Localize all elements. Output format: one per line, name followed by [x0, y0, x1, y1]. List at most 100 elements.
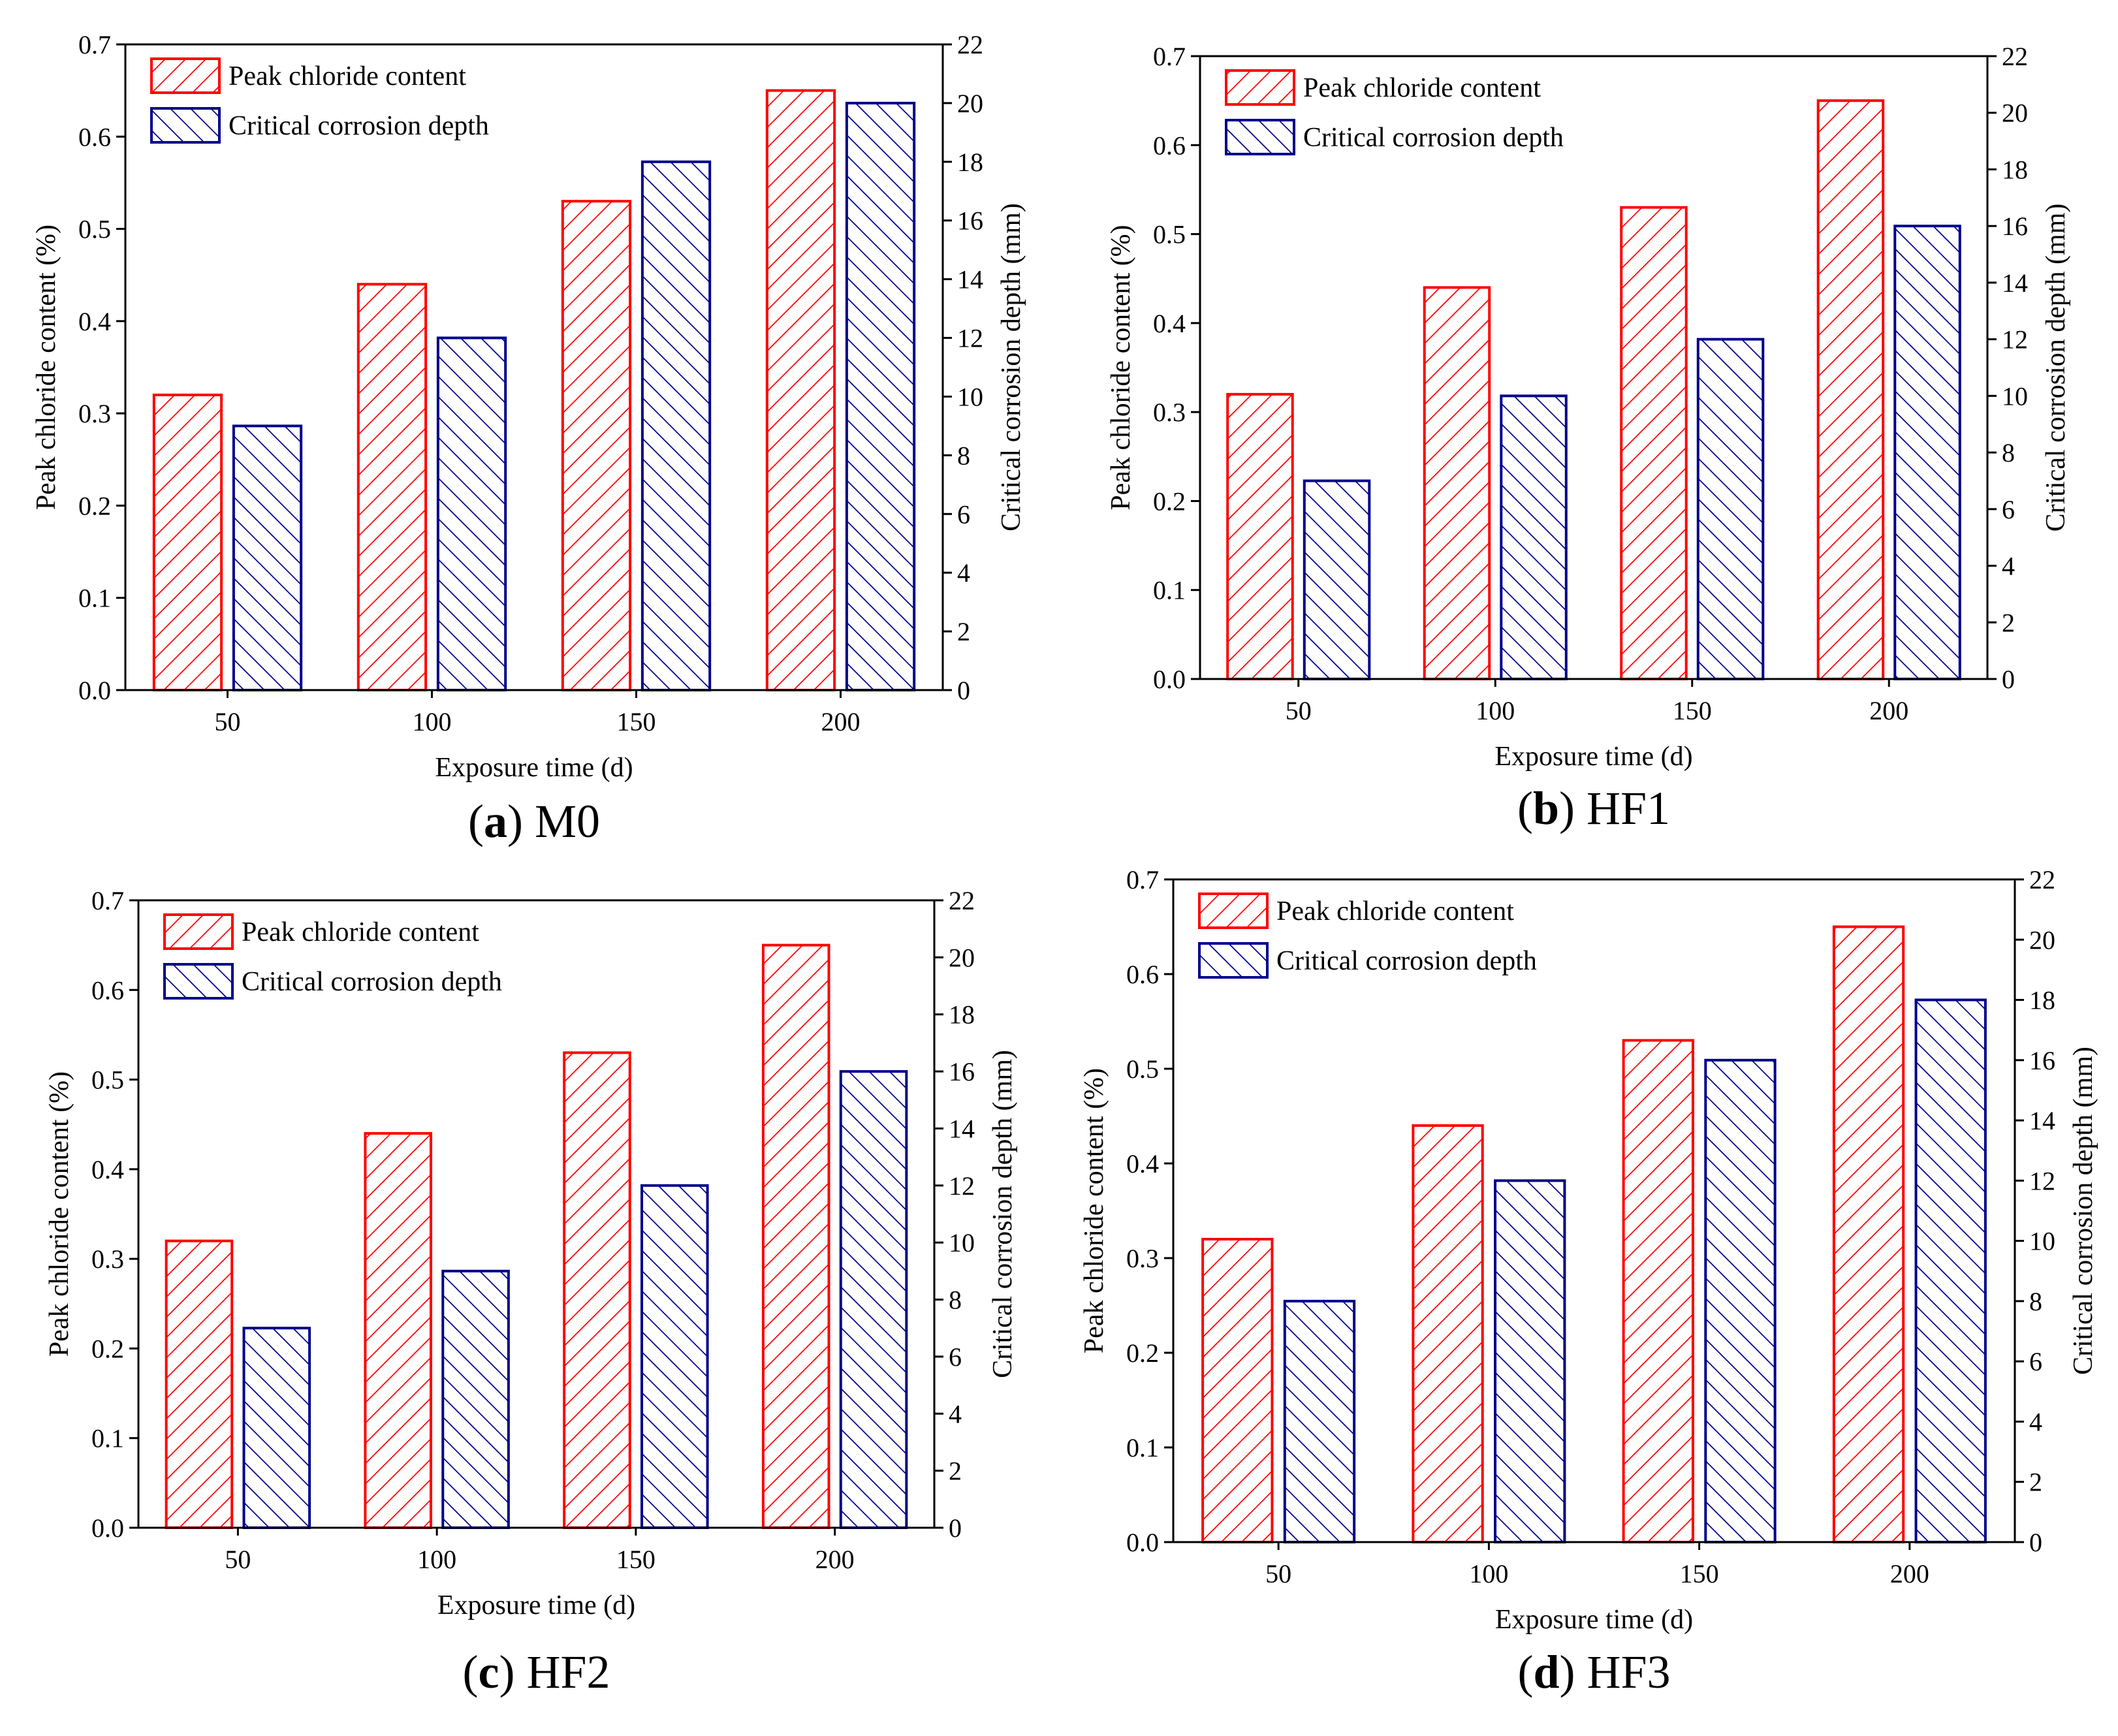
- legend-label: Critical corrosion depth: [1303, 123, 1564, 153]
- caption-panel-name: HF2: [526, 1646, 610, 1698]
- chart-panel-a: 50 100 150 200 0.0 0.1 0.2 0.3 0.4 0.5 0.6 0.7 0 2 4 6 8…: [31, 30, 1026, 847]
- y-tick-label: 0.7: [91, 886, 124, 915]
- caption-space: [1575, 782, 1587, 834]
- y2-tick-label: 20: [957, 89, 983, 118]
- y-tick-label: 0.6: [91, 975, 124, 1005]
- legend-label: Critical corrosion depth: [1276, 946, 1537, 976]
- y2-tick-label: 8: [957, 441, 970, 470]
- caption-caption-open: (: [463, 1646, 479, 1698]
- bar-peak-chloride-150: [561, 200, 632, 691]
- y-tick-label: 0.6: [1153, 131, 1186, 160]
- x-tick-label: 100: [417, 1545, 456, 1574]
- bar-corrosion-depth-50: [232, 424, 303, 692]
- y2-axis-title: Critical corrosion depth (mm): [2041, 204, 2071, 532]
- panels: 50 100 150 2000.00.10.20.30.40.50.60.702468…: [31, 30, 2098, 1698]
- x-tick-label: 200: [821, 707, 861, 736]
- panel-caption: (c) HF2: [463, 1646, 610, 1698]
- bar-peak-chloride-200: [761, 943, 830, 1529]
- caption-caption-open: (: [1517, 782, 1533, 834]
- y-tick-label: 0.6: [1126, 960, 1159, 989]
- y2-tick-label: 4: [949, 1399, 962, 1428]
- y2-tick-label: 14: [957, 265, 983, 294]
- legend-swatch-peak-chloride: [1225, 69, 1295, 106]
- plot-frame: [1199, 55, 1989, 680]
- y2-tick-label: 14: [2002, 268, 2028, 298]
- y-tick-label: 0.5: [91, 1065, 124, 1095]
- y2-tick-label: 14: [949, 1114, 975, 1143]
- bar-peak-chloride-50: [1226, 392, 1294, 681]
- legend-label: Critical corrosion depth: [229, 111, 489, 141]
- caption-panel-letter: b: [1533, 782, 1559, 834]
- bar-peak-chloride-100: [1423, 286, 1491, 681]
- y-tick-label: 0.3: [91, 1244, 124, 1274]
- y2-tick-label: 22: [2029, 865, 2055, 894]
- x-axis-title: Exposure time (d): [1495, 1605, 1693, 1635]
- y2-tick-label: 12: [949, 1171, 975, 1201]
- caption-panel-letter: a: [484, 795, 507, 847]
- x-tick-label: 100: [1469, 1559, 1508, 1588]
- bar-peak-chloride-100: [364, 1131, 432, 1529]
- y2-tick-label: 2: [957, 617, 970, 646]
- y-tick-label: 0.3: [1153, 398, 1186, 427]
- legend-swatch-peak-chloride: [1198, 892, 1269, 929]
- legend-label: Peak chloride content: [229, 61, 466, 91]
- y-tick-label: 0.7: [1153, 42, 1186, 71]
- y-tick-label: 0.1: [1126, 1433, 1159, 1462]
- chart-panel-d: 50 100 150 200 0.0 0.1 0.2 0.3 0.4 0.5 0.6 0.7 0 2 4 6 8…: [1079, 865, 2098, 1698]
- bar-peak-chloride-100: [1412, 1124, 1484, 1543]
- x-tick-label: 150: [1680, 1559, 1719, 1588]
- x-axis-title: Exposure time (d): [435, 753, 633, 783]
- y-axis-title: Peak chloride content (%): [1106, 225, 1136, 510]
- x-tick-label: 50: [225, 1545, 251, 1574]
- y2-tick-label: 18: [957, 148, 983, 177]
- y2-tick-label: 16: [949, 1057, 975, 1086]
- y2-tick-label: 0: [2002, 665, 2015, 694]
- legend-swatch-peak-chloride: [150, 57, 221, 94]
- legend-swatch-corrosion-depth: [150, 107, 221, 144]
- y-tick-label: 0.0: [1126, 1528, 1159, 1557]
- legend: Peak chloride content Critical corrosion …: [150, 57, 489, 144]
- legend: Peak chloride content Critical corrosion …: [163, 913, 502, 1000]
- y2-tick-label: 22: [2002, 42, 2028, 71]
- y2-tick-label: 10: [2029, 1227, 2055, 1256]
- bar-corrosion-depth-200: [839, 1070, 908, 1530]
- caption-panel-name: HF1: [1587, 782, 1670, 834]
- y-tick-label: 0.0: [1153, 665, 1186, 694]
- y2-tick-label: 16: [957, 206, 983, 236]
- y2-tick-label: 8: [949, 1286, 962, 1315]
- caption-panel-name: M0: [535, 795, 600, 847]
- y2-tick-label: 22: [957, 30, 983, 59]
- bar-corrosion-depth-150: [1704, 1058, 1777, 1544]
- x-tick-label: 200: [815, 1545, 855, 1574]
- y2-tick-label: 10: [949, 1228, 975, 1257]
- chart-panel-b: 50 100 150 200 0.0 0.1 0.2 0.3 0.4 0.5 0.6 0.7 0 2 4 6 8…: [1106, 42, 2071, 834]
- y2-tick-label: 6: [2029, 1347, 2042, 1376]
- y2-tick-label: 22: [949, 886, 975, 915]
- plot-frame: [1172, 878, 2016, 1543]
- caption-panel-letter: c: [478, 1646, 499, 1698]
- y2-tick-label: 12: [2002, 325, 2028, 355]
- y2-tick-label: 12: [2029, 1166, 2055, 1195]
- x-tick-label: 200: [1869, 696, 1908, 725]
- bar-corrosion-depth-200: [1893, 225, 1961, 680]
- x-tick-label: 150: [617, 707, 656, 736]
- y2-tick-label: 6: [2002, 495, 2015, 524]
- caption-panel-name: HF3: [1587, 1646, 1670, 1698]
- bar-corrosion-depth-200: [1914, 998, 1987, 1543]
- bar-corrosion-depth-150: [640, 1184, 709, 1530]
- legend-swatch-corrosion-depth: [1198, 942, 1269, 979]
- legend-label: Peak chloride content: [1276, 896, 1514, 926]
- y2-tick-label: 6: [957, 499, 970, 529]
- caption-panel-letter: d: [1533, 1646, 1559, 1698]
- y-tick-label: 0.5: [78, 215, 111, 244]
- bar-corrosion-depth-150: [640, 160, 712, 691]
- bar-peak-chloride-200: [1832, 925, 1905, 1543]
- x-tick-label: 100: [413, 707, 452, 736]
- x-axis-title: Exposure time (d): [1494, 742, 1692, 772]
- legend-swatch-peak-chloride: [163, 913, 234, 950]
- y2-tick-label: 2: [2002, 608, 2015, 637]
- x-axis-title: Exposure time (d): [437, 1590, 635, 1620]
- x-tick-label: 150: [1673, 696, 1712, 725]
- x-tick-label: 100: [1476, 696, 1515, 725]
